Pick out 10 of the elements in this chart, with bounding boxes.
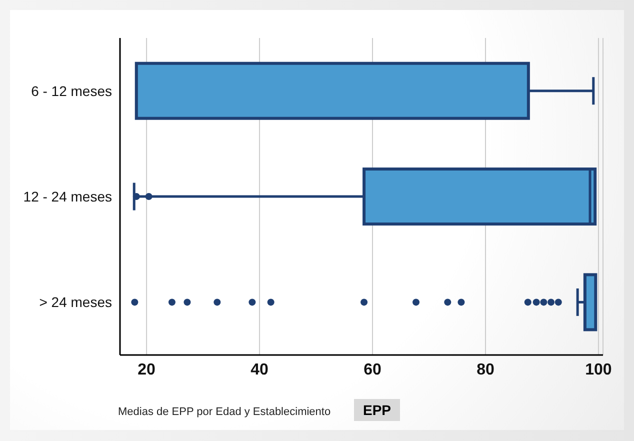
text: Medias de EPP por Edad y Establecimiento: [118, 406, 331, 418]
x-axis-title: EPP: [354, 399, 400, 421]
x-tick-label: 80: [476, 361, 494, 378]
x-tick-label: 60: [364, 361, 382, 378]
y-tick-label: 6 - 12 meses: [31, 82, 112, 99]
x-tick-label: 20: [138, 361, 156, 378]
y-tick-label: 12 - 24 meses: [23, 188, 112, 204]
x-tick-label: 100: [585, 361, 612, 378]
y-tick-label: > 24 meses: [39, 294, 112, 310]
x-tick-label: 40: [250, 361, 269, 378]
